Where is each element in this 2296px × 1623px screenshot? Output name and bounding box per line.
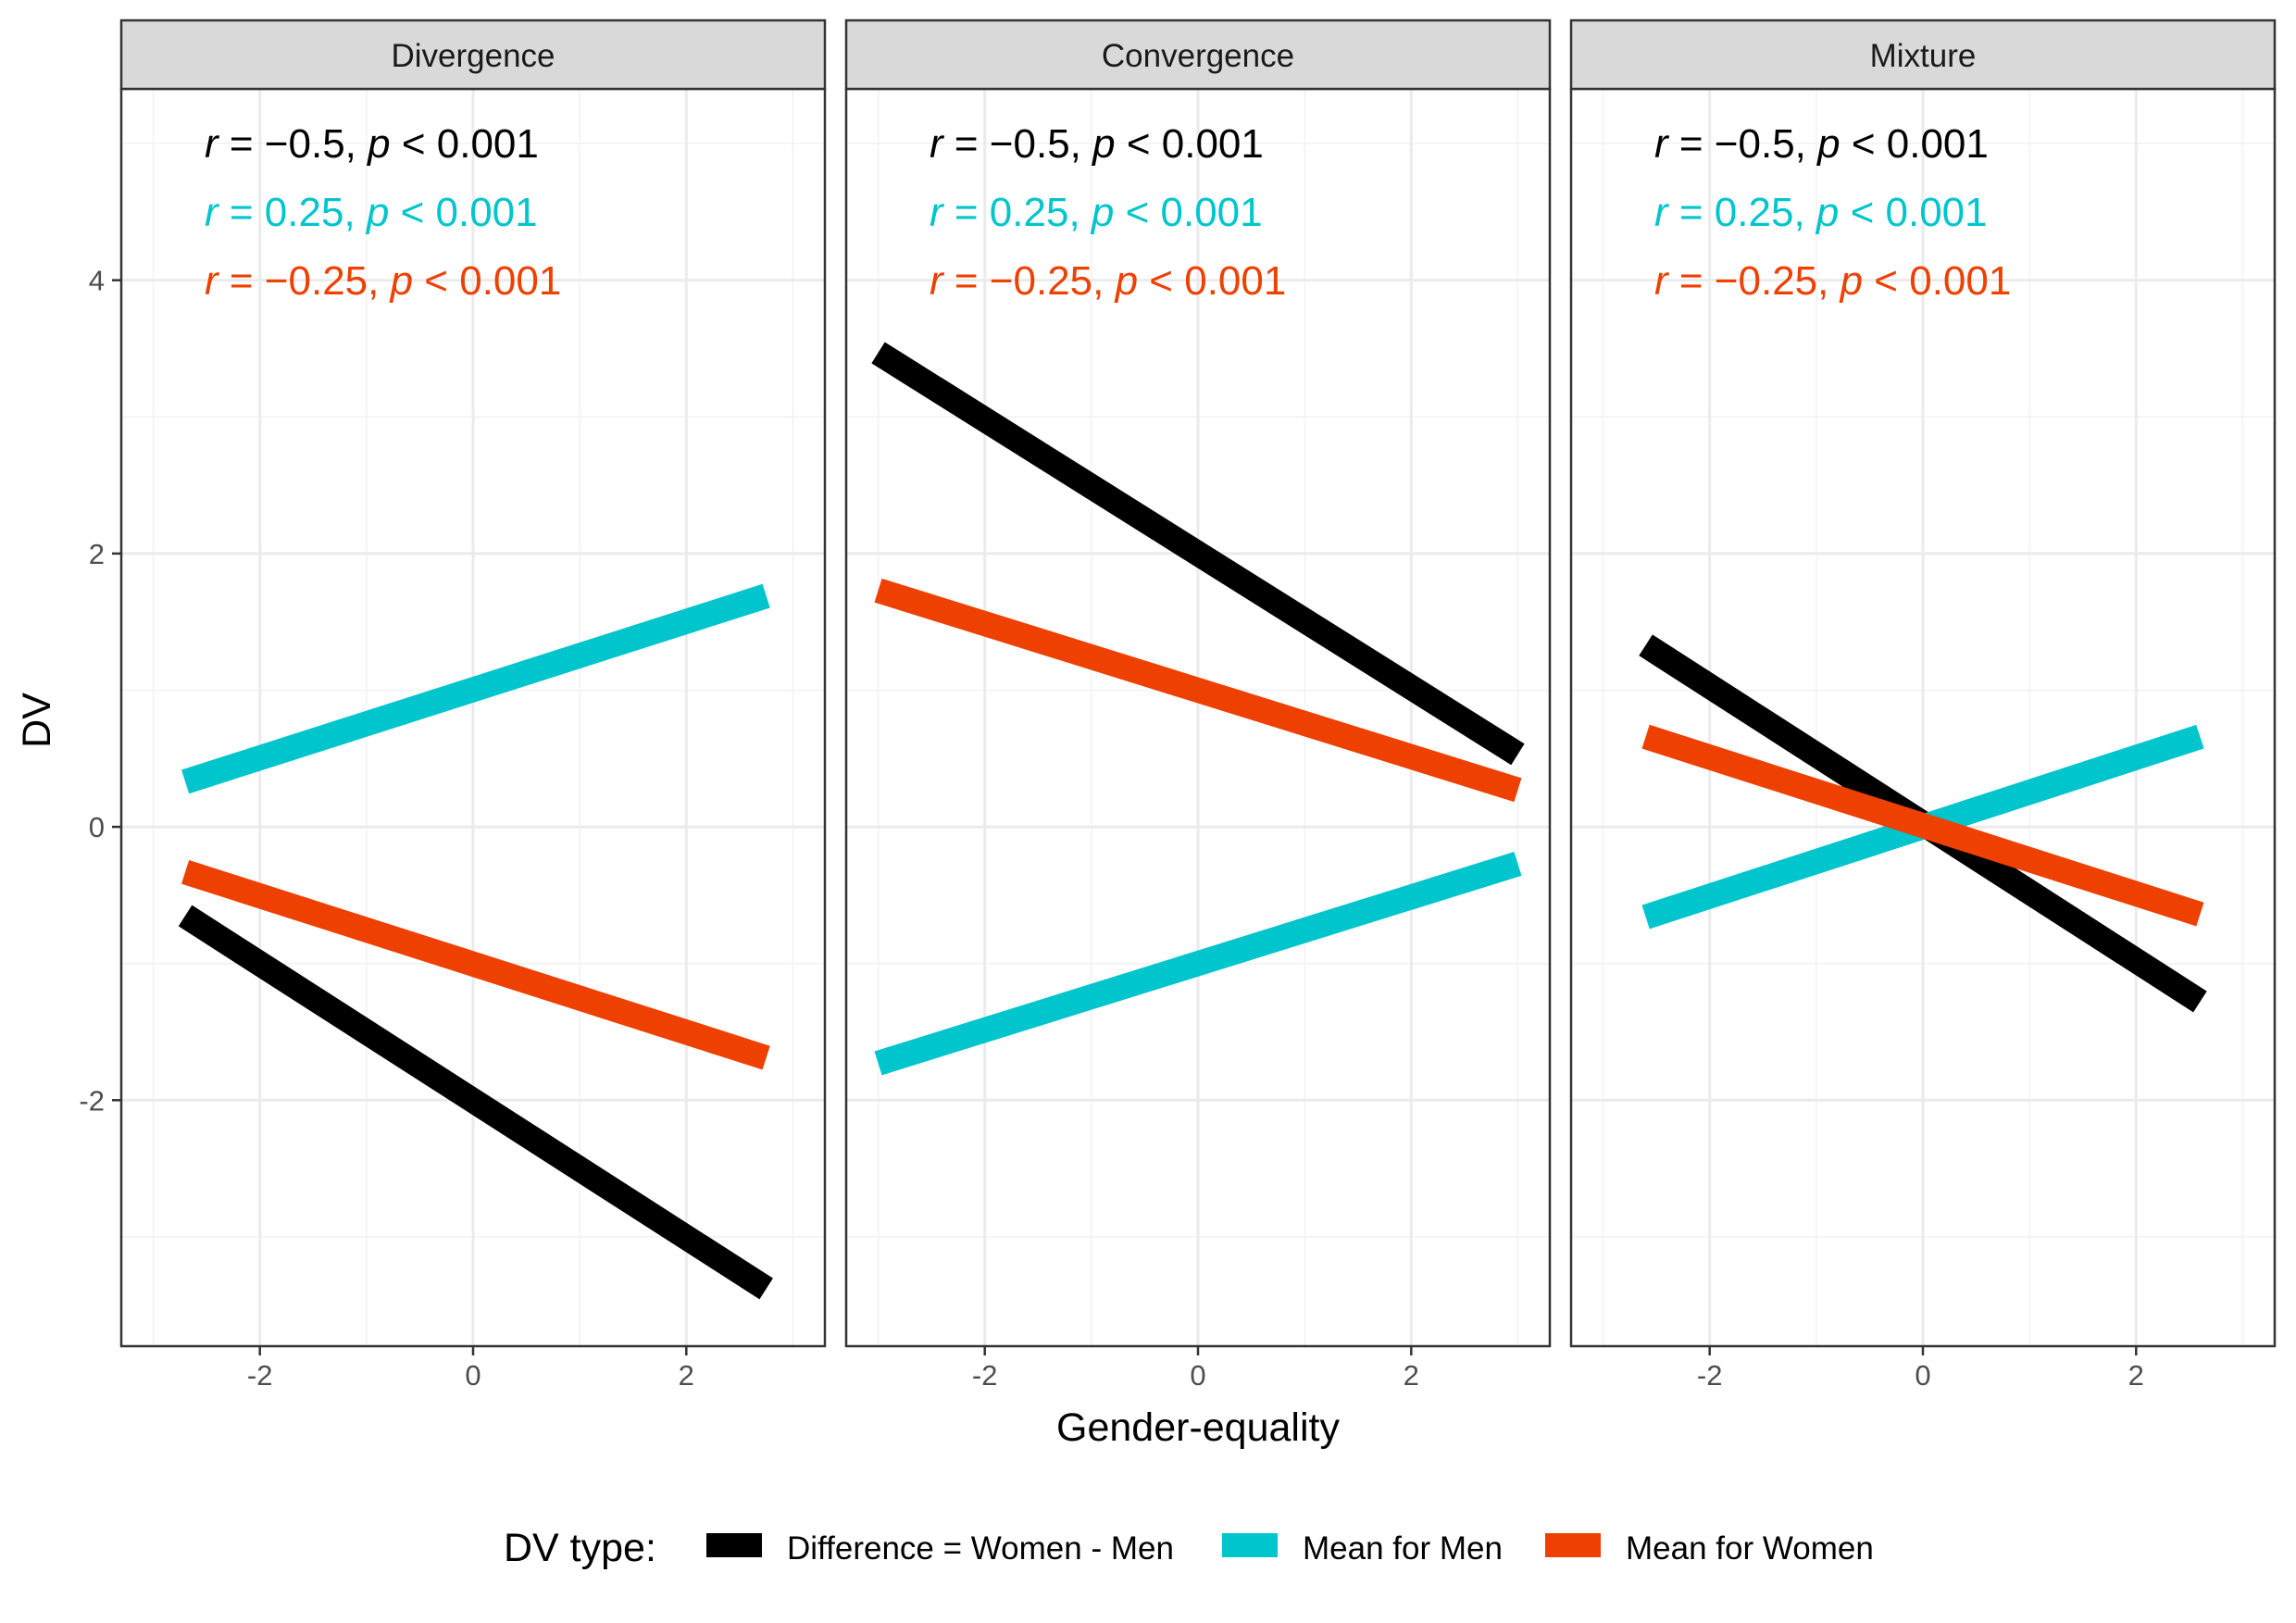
panel-divergence: r = −0.5, p < 0.001 r = 0.25, p < 0.001 r … (119, 19, 827, 1392)
y-tick-label: 0 (89, 811, 105, 843)
correlation-annotation: r = −0.5, p < 0.001 (930, 121, 1264, 167)
strip-background (1569, 19, 2277, 91)
x-tick-label: 2 (679, 1359, 694, 1392)
x-axis-title: Gender-equality (1056, 1405, 1340, 1450)
legend-entry-diff: Difference = Women - Men (706, 1530, 1174, 1567)
legend-key-women (1545, 1533, 1601, 1557)
x-tick-label: 2 (2128, 1359, 2144, 1392)
correlation-annotation: r = −0.5, p < 0.001 (1654, 121, 1989, 167)
correlation-annotation: r = −0.25, p < 0.001 (930, 258, 1286, 304)
y-tick-label: 4 (89, 265, 105, 297)
correlation-annotation: r = 0.25, p < 0.001 (930, 190, 1263, 235)
legend-label: Difference = Women - Men (787, 1530, 1174, 1567)
series-line-diff (178, 905, 773, 1300)
correlation-annotation: r = −0.25, p < 0.001 (1654, 258, 2011, 304)
y-axis: -2 0 2 4 (79, 265, 121, 1117)
correlation-annotation: r = 0.25, p < 0.001 (1654, 190, 1988, 235)
x-tick-label: -2 (247, 1359, 273, 1392)
series-line-women (874, 578, 1522, 803)
series-line-men (874, 852, 1522, 1076)
x-tick-label: -2 (972, 1359, 998, 1392)
x-tick-label: 0 (465, 1359, 480, 1392)
x-tick-label: 2 (1404, 1359, 1419, 1392)
legend-label: Mean for Women (1626, 1530, 1874, 1567)
legend-key-diff (706, 1533, 762, 1557)
legend-entry-women: Mean for Women (1545, 1530, 1874, 1567)
correlation-annotation: r = 0.25, p < 0.001 (205, 190, 538, 235)
y-tick-label: 2 (89, 538, 105, 570)
x-tick-label: 0 (1190, 1359, 1205, 1392)
y-tick-label: -2 (79, 1084, 105, 1117)
x-tick-label: -2 (1697, 1359, 1723, 1392)
panels: r = −0.5, p < 0.001 r = 0.25, p < 0.001 r … (79, 19, 2277, 1392)
series-line-women (1641, 724, 2204, 927)
correlation-annotation: r = −0.5, p < 0.001 (205, 121, 539, 167)
x-tick-label: 0 (1915, 1359, 1930, 1392)
correlation-annotation: r = −0.25, p < 0.001 (205, 258, 561, 304)
strip-label: Mixture (1870, 38, 1977, 74)
legend: DV type: Difference = Women - Men Mean fo… (504, 1526, 1874, 1570)
legend-key-men (1222, 1533, 1278, 1557)
panel-mixture: r = −0.5, p < 0.001 r = 0.25, p < 0.001 r … (1569, 19, 2277, 1392)
strip-background (119, 19, 827, 91)
series-line-diff (871, 342, 1525, 766)
strip-label: Convergence (1102, 38, 1294, 74)
strip-label: Divergence (391, 38, 555, 74)
legend-entry-men: Mean for Men (1222, 1530, 1503, 1567)
strip-background (844, 19, 1552, 91)
legend-title: DV type: (504, 1526, 656, 1570)
panel-convergence: r = −0.5, p < 0.001 r = 0.25, p < 0.001 r … (844, 19, 1552, 1392)
legend-label: Mean for Men (1303, 1530, 1503, 1567)
y-axis-title: DV (15, 693, 59, 748)
series-line-women (181, 859, 770, 1070)
series-line-men (181, 583, 770, 794)
